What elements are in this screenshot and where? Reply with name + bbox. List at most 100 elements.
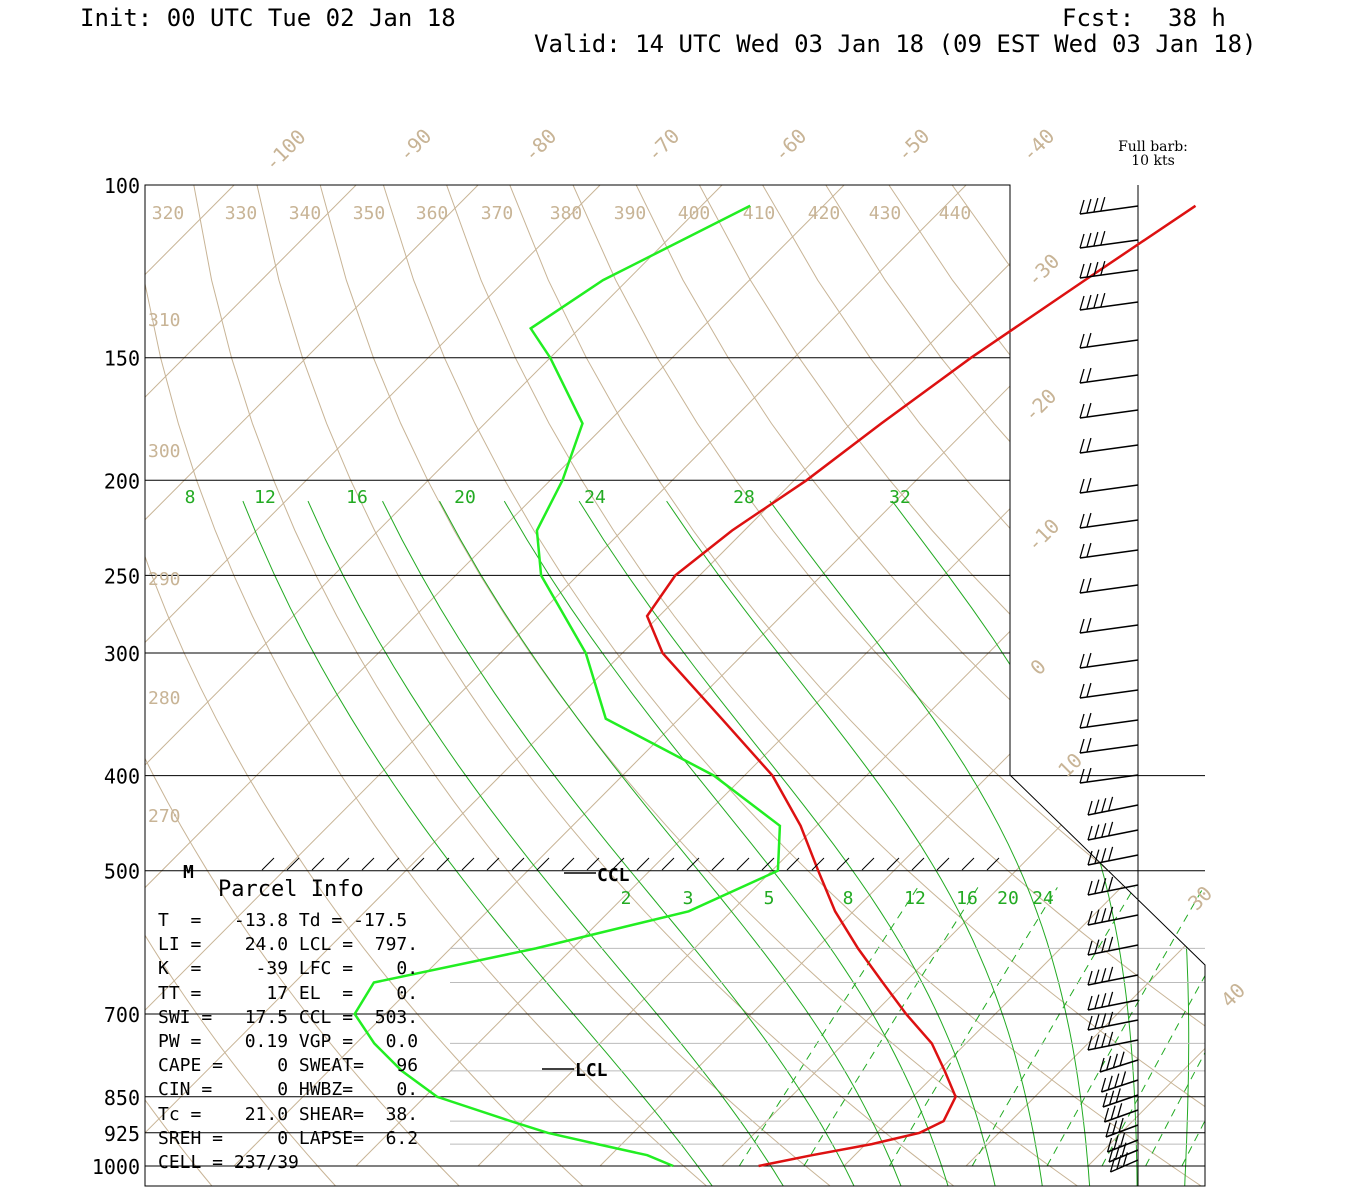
- mixing-ratio-label: 12: [254, 487, 276, 508]
- wind-barb: [1087, 796, 1139, 816]
- dry-adiabat-line: [1078, 185, 1205, 1186]
- barb-staff: [1105, 1124, 1139, 1138]
- barb-staff: [1087, 854, 1139, 866]
- barb-feather: [1094, 994, 1100, 1009]
- mixing-ratio-label: 28: [733, 487, 755, 508]
- wind-barb: [1079, 477, 1139, 494]
- barb-feather: [1100, 196, 1106, 212]
- isotherm-line: [145, 185, 479, 1167]
- barb-feather: [1086, 682, 1092, 698]
- wind-barb: [1079, 767, 1139, 784]
- wind-barb: [1079, 512, 1139, 529]
- wind-barb: [1079, 712, 1139, 729]
- isotherm-line: [145, 185, 845, 1167]
- parcel-info-row: TT = 17 EL = 0.: [158, 982, 419, 1004]
- hatch-mark: [986, 857, 1000, 871]
- hatch-mark: [611, 857, 625, 871]
- hatch-mark: [786, 857, 800, 871]
- mixing-ratio-line: [1046, 887, 1204, 1167]
- mixing-ratio-label: 8: [185, 487, 196, 508]
- pressure-label: 700: [104, 1003, 140, 1027]
- barb-staff: [1099, 1059, 1139, 1073]
- barb-staff: [1079, 205, 1139, 215]
- barb-staff: [1079, 519, 1139, 529]
- barb-feather: [1094, 1014, 1100, 1029]
- barb-feather: [1079, 403, 1085, 419]
- parcel-info-row: PW = 0.19 VGP = 0.0: [158, 1031, 419, 1052]
- barb-staff: [1079, 444, 1139, 454]
- hatch-mark: [486, 857, 500, 871]
- hatch-mark: [886, 857, 900, 871]
- isotherm-label: -10: [1022, 514, 1065, 557]
- isotherm-line: [1087, 185, 1205, 1167]
- barb-staff: [1079, 374, 1139, 384]
- lcl-label: LCL: [575, 1060, 608, 1081]
- dry-adiabat-line: [1268, 185, 1350, 1187]
- wind-barb: [1079, 402, 1139, 419]
- barb-feather: [1093, 197, 1099, 213]
- isotherm-line: [145, 185, 1089, 1167]
- moist-adiabat-line: [666, 500, 1043, 1186]
- isotherm-label: -40: [1017, 124, 1060, 167]
- barb-staff: [1104, 1109, 1139, 1123]
- barb-feather: [1112, 1053, 1118, 1068]
- dry-adiabat-line: [1331, 185, 1350, 1187]
- sounding-profiles: [353, 204, 1197, 1168]
- barb-feather: [1086, 617, 1092, 633]
- pressure-label: 500: [104, 860, 140, 884]
- dry-adiabat-line: [825, 185, 1205, 1186]
- wind-barb: [1087, 1031, 1139, 1051]
- theta-label: 330: [225, 203, 258, 224]
- barb-feather: [1110, 1105, 1116, 1120]
- barb-feather: [1079, 683, 1085, 699]
- barb-feather: [1079, 653, 1085, 669]
- isotherm-label: 0: [1025, 654, 1050, 679]
- wind-barb: [1079, 682, 1139, 699]
- barb-feather: [1086, 577, 1092, 593]
- barb-staff: [1079, 624, 1139, 634]
- barb-feather: [1107, 991, 1114, 1007]
- barb-feather: [1079, 543, 1085, 559]
- barb-staff: [1079, 719, 1139, 729]
- wind-barb: [1109, 1152, 1139, 1173]
- barb-feather: [1100, 260, 1106, 276]
- dry-adiabat-line: [509, 185, 1205, 1186]
- barb-feather: [1094, 1034, 1100, 1049]
- dry-adiabat-line: [446, 185, 1205, 1186]
- parcel-info-title: Parcel Info: [218, 877, 364, 902]
- pressure-label: 250: [104, 564, 140, 588]
- parcel-info-row: CELL = 237/39: [158, 1152, 299, 1173]
- dry-adiabat-line: [145, 185, 213, 1186]
- barb-legend: Full barb: 10 kts: [1098, 140, 1208, 168]
- barb-feather: [1087, 940, 1093, 956]
- barb-staff: [1079, 744, 1139, 754]
- pressure-label: 300: [104, 642, 140, 666]
- dry-adiabat-line: [193, 185, 832, 1186]
- barb-staff: [1079, 339, 1139, 349]
- parcel-info-row: CAPE = 0 SWEAT= 96: [158, 1055, 419, 1077]
- isotherm-line: [355, 185, 1205, 1167]
- barb-feather: [1107, 1075, 1113, 1090]
- hatch-mark: [911, 857, 925, 871]
- barb-staff: [1087, 999, 1139, 1011]
- barb-feather: [1115, 1088, 1121, 1103]
- wind-barb: [1079, 367, 1139, 384]
- barb-feather: [1079, 513, 1085, 529]
- hatch-mark: [711, 857, 725, 871]
- hatch-mark: [636, 857, 650, 871]
- barb-feather: [1094, 799, 1100, 814]
- hatch-mark: [311, 857, 325, 871]
- isotherm-line: [721, 185, 1205, 1167]
- barb-staff: [1079, 659, 1139, 669]
- wind-barb: [1079, 196, 1139, 215]
- theta-label: 420: [808, 203, 841, 224]
- barb-legend-line1: Full barb:: [1118, 139, 1188, 155]
- barb-staff: [1079, 774, 1139, 784]
- theta-label: 350: [353, 203, 386, 224]
- wind-barb: [1079, 332, 1139, 349]
- moist-adiabat-line: [1032, 500, 1190, 1186]
- pressure-label: 850: [104, 1086, 140, 1110]
- pressure-label: 400: [104, 765, 140, 789]
- theta-label: 410: [743, 203, 776, 224]
